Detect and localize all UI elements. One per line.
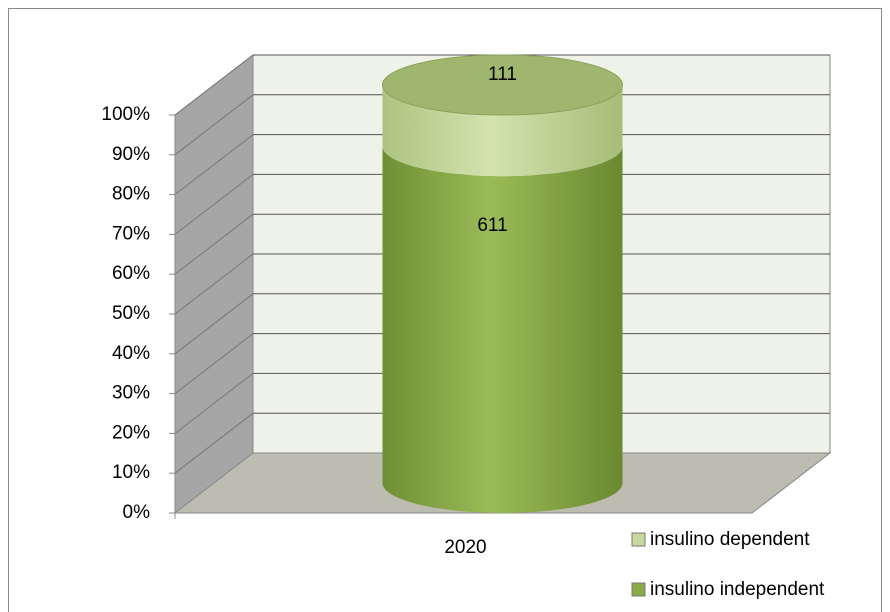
grid-line [174,333,254,394]
y-tick-label: 50% [112,303,150,324]
legend-label: insulino dependent [650,529,810,550]
grid-line [174,134,254,195]
y-tick-label: 0% [123,502,151,523]
y-tick-label: 90% [112,144,150,165]
y-tick-label: 60% [112,263,150,284]
legend-label: insulino independent [650,579,825,600]
bar-top [382,54,623,116]
bar-segment [382,146,623,514]
data-label: 111 [488,64,517,85]
grid-line [174,373,254,434]
grid-line [174,94,254,156]
y-tick-label: 10% [112,462,150,483]
y-tick-label: 20% [112,422,150,443]
y-tick-label: 30% [112,383,150,404]
bar-segment [382,85,623,177]
legend-swatch [631,582,646,597]
grid-line [174,253,254,315]
grid-line [174,293,254,355]
grid-line [174,213,254,275]
y-tick-label: 100% [101,104,150,125]
bars: 611 111 [382,54,623,514]
y-tick-label: 40% [112,343,150,364]
data-label: 611 [477,215,507,236]
y-tick-label: 70% [112,223,150,244]
grid-line [174,54,254,116]
x-tick-label: 2020 [444,537,486,558]
y-tick-label: 80% [112,184,150,205]
legend: insulino dependent insulino independent [631,529,825,600]
grid-line [174,174,254,235]
grid-line [174,412,254,474]
legend-swatch [631,532,646,547]
